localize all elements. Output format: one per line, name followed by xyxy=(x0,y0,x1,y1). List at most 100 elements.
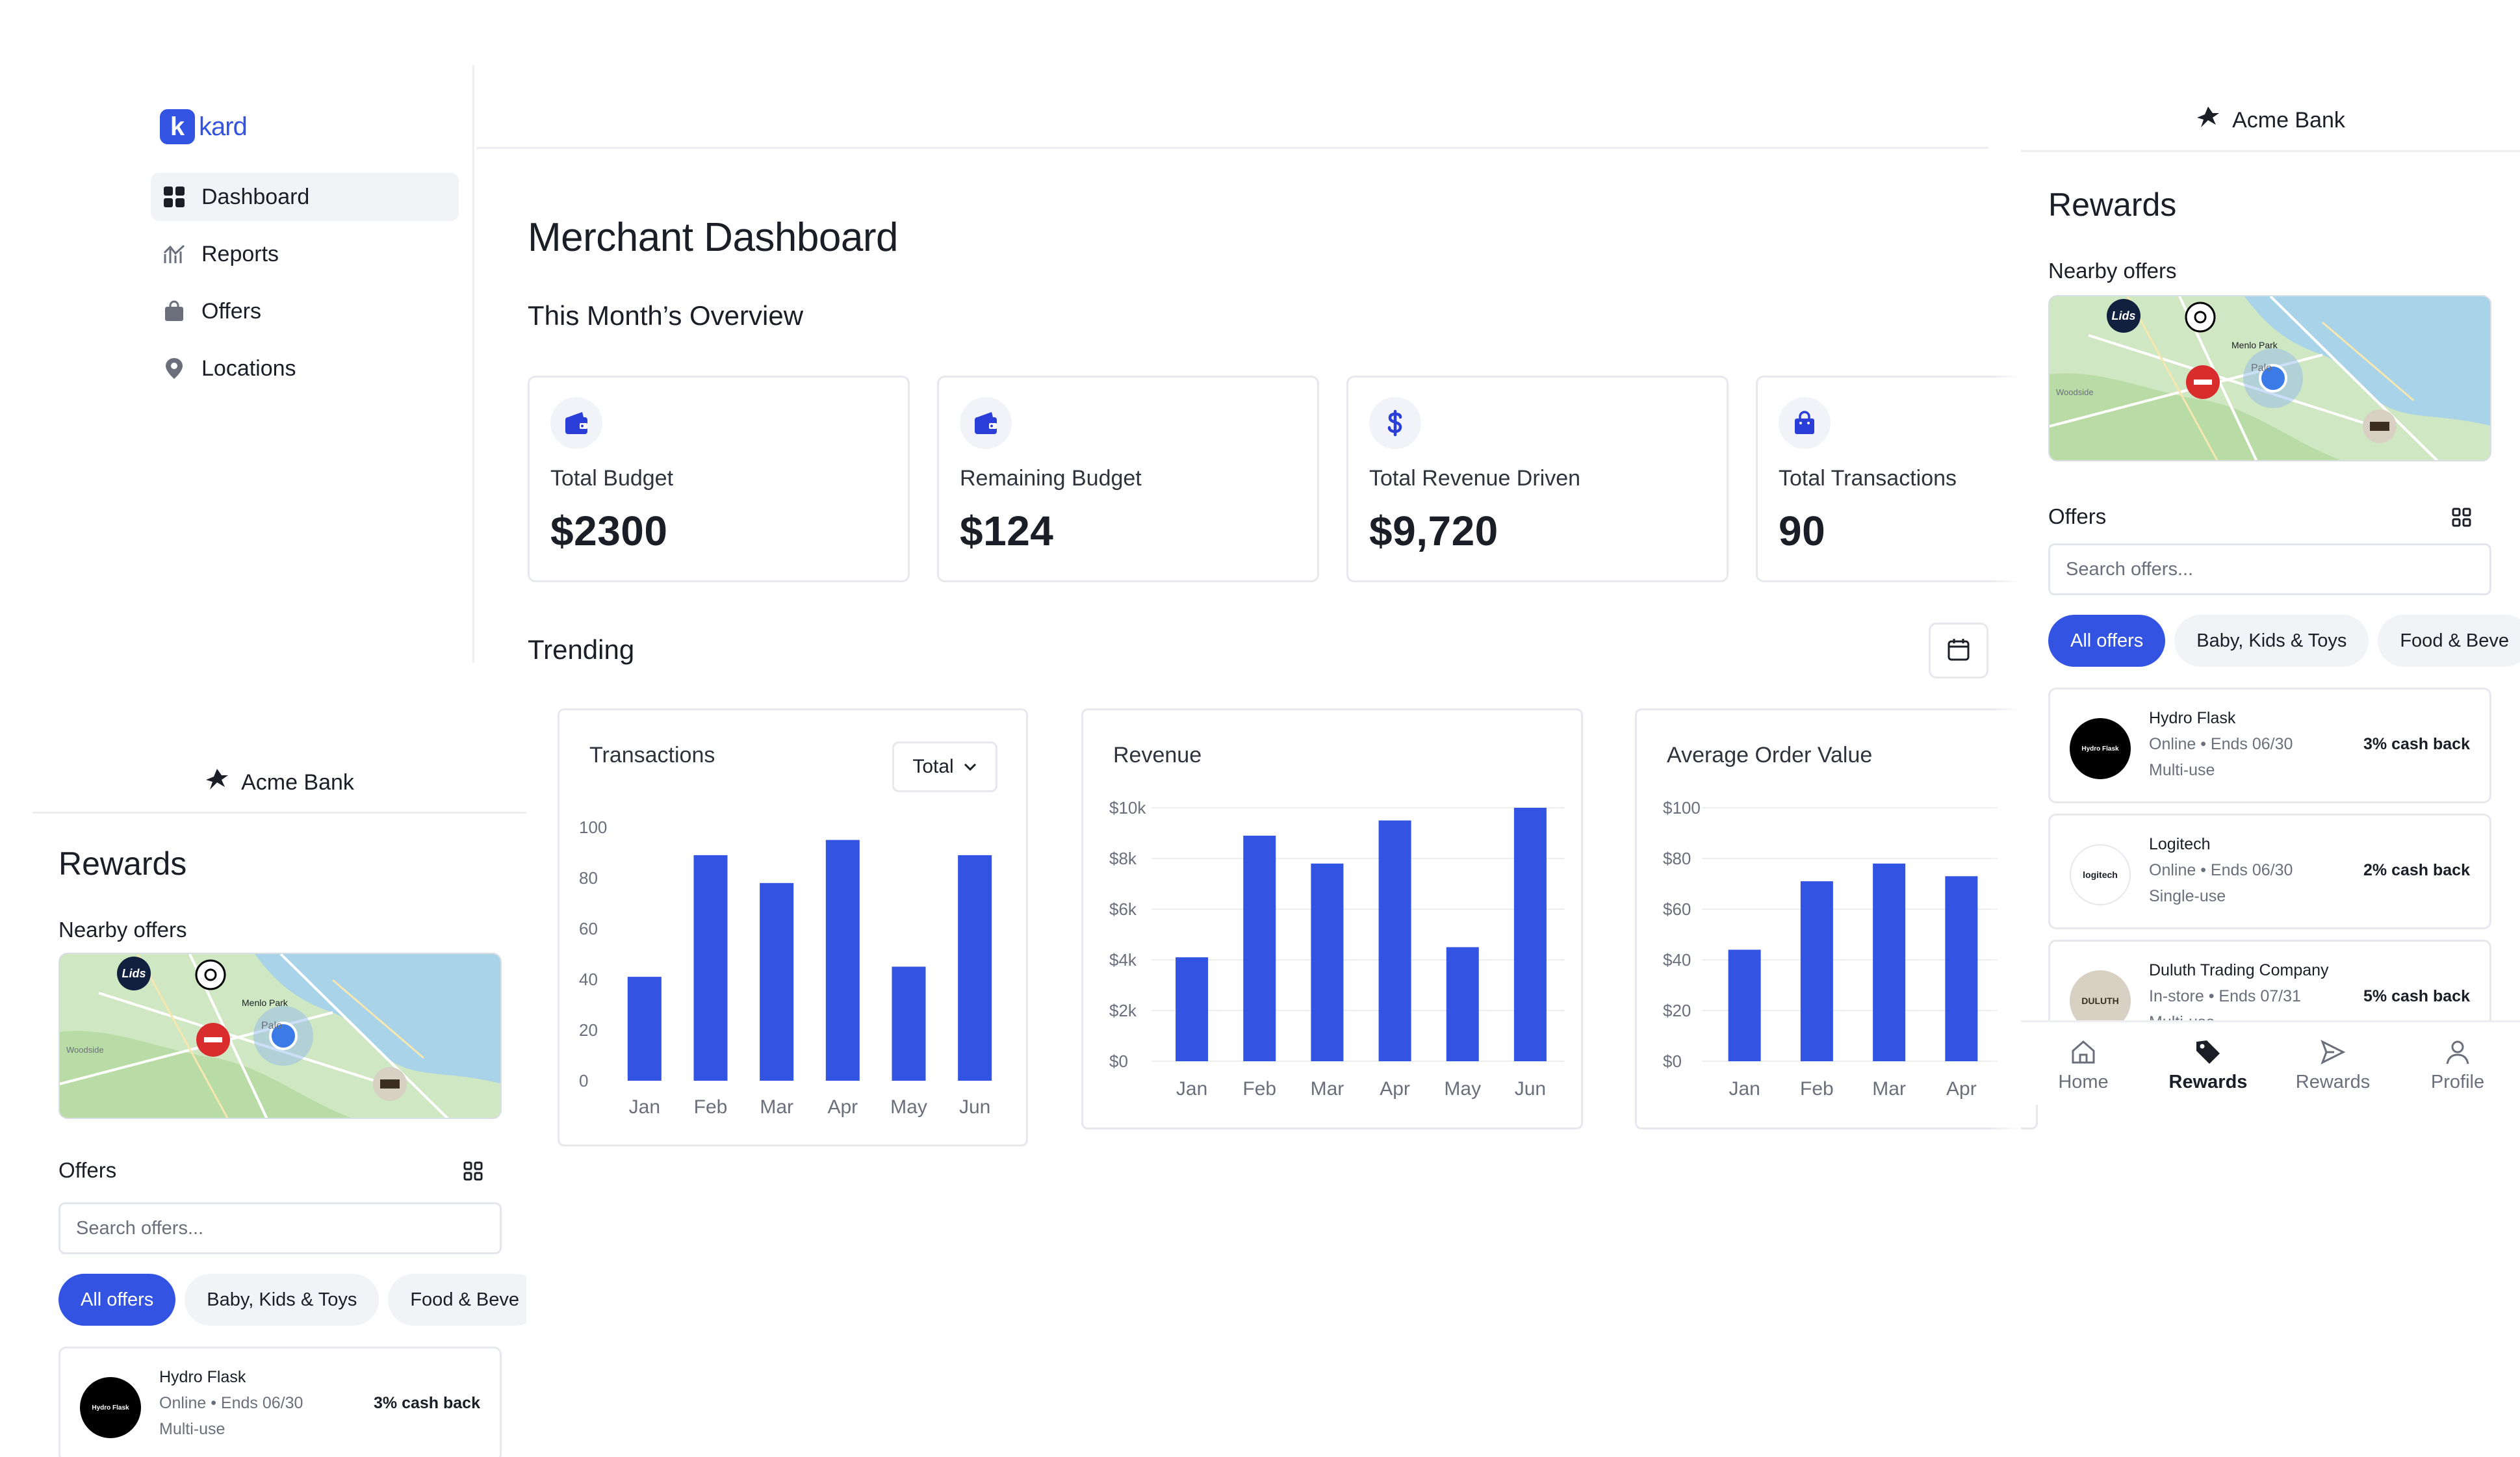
nearby-offers-map[interactable]: Lids Menlo Park Palo Woodside xyxy=(58,953,502,1119)
chart-bar xyxy=(1446,947,1479,1061)
bag-icon xyxy=(1779,397,1831,449)
chart-bar xyxy=(627,977,662,1081)
map-label-palo: Palo xyxy=(2251,363,2272,374)
chip-baby-kids-toys[interactable]: Baby, Kids & Toys xyxy=(2174,615,2369,667)
calendar-icon xyxy=(1946,636,1972,665)
sidebar-item-label: Locations xyxy=(201,355,296,381)
offers-title: Offers xyxy=(2048,504,2107,528)
y-tick-label: 40 xyxy=(579,970,598,989)
tab-label: Rewards xyxy=(2168,1072,2248,1092)
kard-logo-text: kard xyxy=(199,112,248,141)
y-tick-label: 60 xyxy=(579,919,598,938)
chart-bar xyxy=(1176,957,1209,1061)
offer-use: Multi-use xyxy=(2149,761,2215,779)
tab-label: Rewards xyxy=(2295,1072,2371,1092)
offer-cashback: 5% cash back xyxy=(2363,987,2470,1005)
offer-card-logitech[interactable]: logitech Logitech Online • Ends 06/30 Si… xyxy=(2048,814,2491,929)
offer-use: Single-use xyxy=(2149,887,2226,905)
stat-label: Total Budget xyxy=(550,466,674,491)
y-tick-label: 80 xyxy=(579,868,598,888)
rewards-title: Rewards xyxy=(2048,187,2177,223)
date-picker-button[interactable] xyxy=(1929,623,1988,678)
x-tick-label: Mar xyxy=(1311,1078,1344,1100)
tab-rewards-send[interactable]: Rewards xyxy=(2270,1022,2395,1105)
x-tick-label: Apr xyxy=(1380,1078,1410,1100)
offer-filter-chips: All offers Baby, Kids & Toys Food & Beve xyxy=(2048,615,2520,667)
stat-card-remaining-budget: Remaining Budget $124 xyxy=(937,376,1319,582)
offer-meta: Online • Ends 06/30 xyxy=(2149,861,2293,879)
search-offers-input[interactable]: Search offers... xyxy=(58,1202,502,1254)
map-graphic: Lids Menlo Park Palo Woodside xyxy=(60,954,500,1118)
tab-label: Profile xyxy=(2430,1072,2485,1092)
offer-name: Hydro Flask xyxy=(159,1368,246,1386)
mobile-rewards-panel-right: Acme Bank Rewards Nearby offers Lids Men… xyxy=(2021,91,2520,1105)
x-tick-label: Feb xyxy=(694,1096,728,1118)
chip-all-offers[interactable]: All offers xyxy=(58,1274,176,1326)
sidebar-item-label: Reports xyxy=(201,241,279,266)
map-label-woodside: Woodside xyxy=(66,1045,104,1055)
bag-icon xyxy=(162,300,186,323)
chart-title: Average Order Value xyxy=(1667,743,1873,767)
sidebar-item-offers[interactable]: Offers xyxy=(151,287,459,335)
x-tick-label: Feb xyxy=(1800,1078,1834,1100)
stats-row: Total Budget $2300 Remaining Budget $124… xyxy=(528,376,2138,582)
x-tick-label: Feb xyxy=(1242,1078,1276,1100)
y-tick-label: $8k xyxy=(1109,849,1137,868)
transactions-chart-card: Transactions Total 0 20 40 60 80 100 Jan Feb Mar… xyxy=(558,708,1028,1146)
grid-view-icon[interactable] xyxy=(463,1161,483,1185)
chip-all-offers[interactable]: All offers xyxy=(2048,615,2166,667)
y-tick-label: $20 xyxy=(1663,1001,1691,1020)
wallet-icon xyxy=(960,397,1012,449)
person-icon xyxy=(2443,1034,2472,1066)
offer-use: Multi-use xyxy=(159,1420,225,1438)
chart-bar xyxy=(1728,949,1761,1061)
offer-card-hydro-flask[interactable]: Hydro Flask Hydro Flask Online • Ends 06… xyxy=(2048,688,2491,803)
x-tick-label: Mar xyxy=(1872,1078,1906,1100)
y-tick-label: $4k xyxy=(1109,950,1137,970)
search-offers-input[interactable]: Search offers... xyxy=(2048,543,2491,595)
bank-name: Acme Bank xyxy=(2232,108,2345,133)
sidebar-item-label: Offers xyxy=(201,298,261,324)
sidebar-item-reports[interactable]: Reports xyxy=(151,230,459,278)
chip-food-beverage[interactable]: Food & Beve xyxy=(2378,615,2520,667)
trending-title: Trending xyxy=(528,634,635,665)
offer-card-hydro-flask[interactable]: Hydro Flask Hydro Flask Online • Ends 06… xyxy=(58,1347,502,1457)
kard-logo[interactable]: k kard xyxy=(160,109,248,144)
tab-home[interactable]: Home xyxy=(2021,1022,2146,1105)
aov-bar-chart: $0 $20 $40 $60 $80 $100 Jan Feb Mar Apr xyxy=(1663,798,1998,1100)
tab-label: Home xyxy=(2058,1072,2109,1092)
sidebar-item-locations[interactable]: Locations xyxy=(151,344,459,393)
revenue-chart-card: Revenue $0 $2k $4k $6k $8k $10k Jan Feb Mar Apr Ma… xyxy=(1081,708,1583,1129)
chart-bar xyxy=(693,855,728,1081)
pin-icon xyxy=(162,357,186,380)
chart-title: Transactions xyxy=(589,743,715,767)
nearby-offers-map[interactable]: Lids Menlo Park Palo Woodside xyxy=(2048,295,2491,461)
stat-value: 90 xyxy=(1779,508,1826,554)
transactions-bar-chart: 0 20 40 60 80 100 Jan Feb Mar Apr May Jun xyxy=(579,818,992,1118)
tab-rewards[interactable]: Rewards xyxy=(2146,1022,2270,1105)
total-dropdown[interactable]: Total xyxy=(892,741,997,792)
stat-card-total-revenue: Total Revenue Driven $9,720 xyxy=(1346,376,1729,582)
send-icon xyxy=(2319,1034,2347,1066)
logitech-logo: logitech xyxy=(2070,844,2131,905)
chart-bar xyxy=(958,855,992,1081)
y-tick-label: 20 xyxy=(579,1020,598,1040)
offers-title: Offers xyxy=(58,1158,117,1182)
map-label-menlo: Menlo Park xyxy=(2231,340,2278,350)
tab-profile[interactable]: Profile xyxy=(2395,1022,2520,1105)
y-tick-label: $2k xyxy=(1109,1001,1137,1020)
y-tick-label: $60 xyxy=(1663,899,1691,919)
sidebar-item-dashboard[interactable]: Dashboard xyxy=(151,173,459,221)
chip-food-beverage[interactable]: Food & Beve xyxy=(388,1274,526,1326)
y-tick-label: $10k xyxy=(1109,798,1146,818)
map-label-palo: Palo xyxy=(261,1020,282,1031)
x-tick-label: Jan xyxy=(629,1096,660,1118)
chart-title: Revenue xyxy=(1113,743,1202,767)
grid-view-icon[interactable] xyxy=(2451,507,2472,531)
offer-meta: Online • Ends 06/30 xyxy=(159,1394,303,1412)
chart-bar xyxy=(1243,835,1276,1061)
x-tick-label: Jun xyxy=(1515,1078,1546,1100)
nearby-offers-title: Nearby offers xyxy=(2048,259,2177,283)
chip-baby-kids-toys[interactable]: Baby, Kids & Toys xyxy=(185,1274,379,1326)
bank-header: Acme Bank xyxy=(32,754,526,814)
